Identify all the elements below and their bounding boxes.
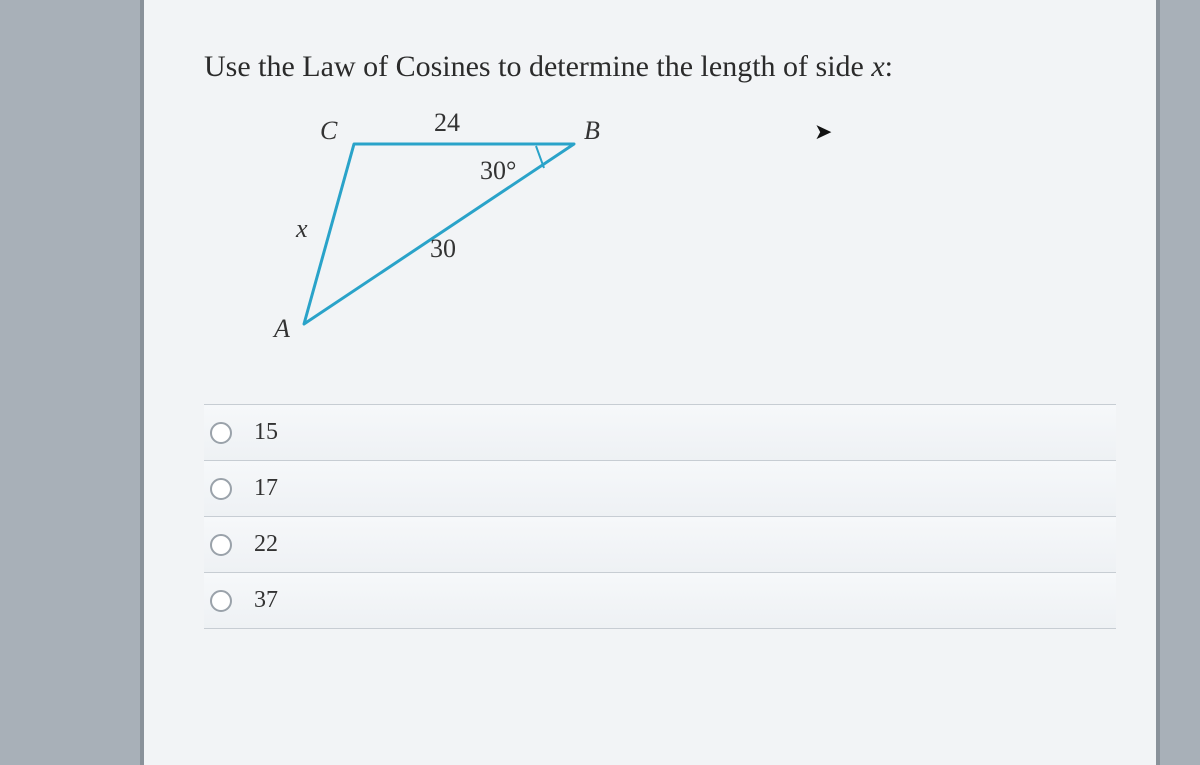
option-label: 22 — [254, 531, 278, 558]
question-text: Use the Law of Cosines to determine the … — [204, 50, 1116, 84]
option-label: 17 — [254, 475, 278, 502]
radio-icon[interactable] — [210, 590, 232, 612]
side-label-ab: 30 — [430, 234, 456, 264]
option-row[interactable]: 37 — [204, 573, 1116, 629]
option-row[interactable]: 15 — [204, 405, 1116, 461]
question-card: Use the Law of Cosines to determine the … — [140, 0, 1160, 765]
radio-icon[interactable] — [210, 534, 232, 556]
answer-options: 15 17 22 37 — [204, 404, 1116, 629]
option-row[interactable]: 17 — [204, 461, 1116, 517]
right-angle-mark — [536, 146, 544, 168]
side-label-cb: 24 — [434, 108, 460, 138]
option-label: 15 — [254, 419, 278, 446]
radio-icon[interactable] — [210, 422, 232, 444]
question-variable: x — [871, 50, 884, 83]
question-prefix: Use the Law of Cosines to determine the … — [204, 50, 871, 83]
vertex-label-c: C — [320, 116, 337, 146]
option-row[interactable]: 22 — [204, 517, 1116, 573]
question-suffix: : — [885, 50, 893, 83]
radio-icon[interactable] — [210, 478, 232, 500]
triangle-diagram: C B A 24 30 x 30° ➤ — [244, 104, 724, 364]
option-label: 37 — [254, 587, 278, 614]
side-label-ca: x — [296, 214, 308, 244]
angle-label-b: 30° — [480, 156, 516, 186]
triangle-svg — [244, 104, 724, 364]
cursor-icon: ➤ — [814, 119, 832, 145]
vertex-label-b: B — [584, 116, 600, 146]
vertex-label-a: A — [274, 314, 290, 344]
